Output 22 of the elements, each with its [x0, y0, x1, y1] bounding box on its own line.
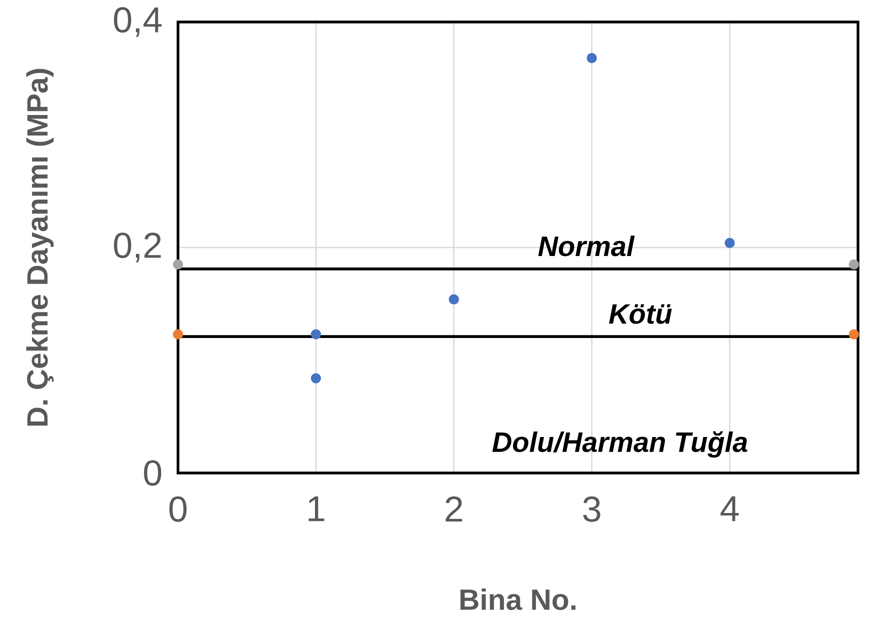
point: [848, 259, 859, 270]
y-axis-title: D. Çekme Dayanımı (MPa): [26, 68, 54, 426]
annotation: Dolu/Harman Tuğla: [492, 431, 748, 458]
y-tick-label: 0: [144, 460, 162, 486]
point: [172, 259, 184, 270]
x-tick-label: 1: [308, 496, 324, 522]
x-tick-label: 3: [583, 496, 600, 522]
x-tick-label: 2: [446, 496, 462, 522]
point: [448, 294, 459, 304]
point: [848, 329, 859, 340]
point: [172, 329, 184, 340]
point: [310, 373, 321, 384]
point: [724, 238, 735, 248]
x-tick-label: 4: [720, 496, 739, 522]
annotation: Normal: [538, 236, 635, 256]
x-axis-title: Bina No.: [460, 588, 576, 610]
point: [310, 329, 321, 340]
y-tick-label: 0,2: [114, 232, 161, 262]
y-tick-label: 0,4: [114, 7, 162, 37]
point: [586, 53, 597, 64]
x-tick-label: 0: [169, 496, 187, 522]
annotation: Kötü: [609, 304, 672, 324]
